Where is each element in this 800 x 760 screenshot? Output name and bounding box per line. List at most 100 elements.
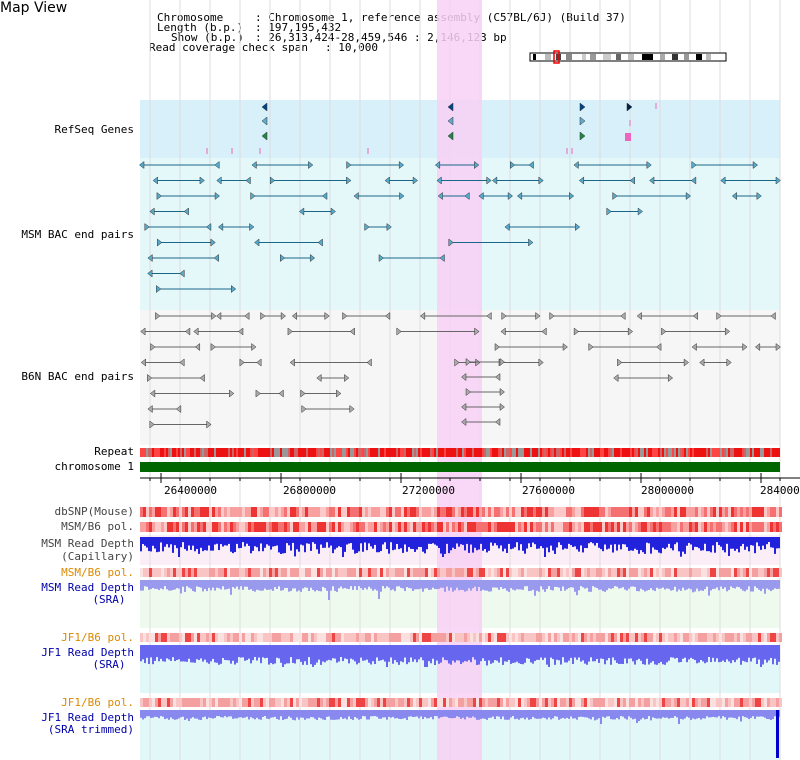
depth-bar [172,580,174,590]
ideogram-band [684,54,689,60]
heat-cell [170,698,173,707]
repeat-block [396,448,398,457]
depth-bar [188,645,190,659]
depth-bar [470,537,472,545]
heat-cell [359,698,362,707]
feature-arrow [229,389,235,398]
heat-cell [155,568,158,577]
depth-bar [356,580,358,591]
repeat-block [496,448,498,457]
depth-bar [426,645,428,667]
depth-bar [240,537,242,548]
depth-bar [494,710,496,720]
feature-arrow [691,342,697,352]
heat-cell [425,698,428,707]
depth-bar [732,580,734,588]
repeat-block [656,448,658,457]
heat-cell [779,698,782,707]
heat-cell [314,522,317,532]
heat-cell [185,507,188,517]
heat-cell [632,522,635,532]
depth-bar [552,537,554,551]
heat-cell [557,507,560,517]
feature-arrow [448,238,454,247]
heat-cell [626,698,629,707]
depth-bar [342,537,344,557]
depth-bar [388,537,390,554]
heat-cell [620,633,623,642]
heat-cell [620,568,623,577]
depth-bar [706,710,708,717]
depth-bar [226,537,228,546]
feature-arrow [261,116,268,126]
heat-cell [413,698,416,707]
repeat-block [338,448,340,457]
depth-bar [300,537,302,545]
heat-cell [527,633,530,642]
heat-cell [545,633,548,642]
heat-cell [731,522,734,532]
heat-cell [440,633,443,642]
depth-bar [464,645,466,662]
depth-bar [370,645,372,665]
heat-cell [461,507,464,517]
depth-bar [622,580,624,588]
heat-cell [260,507,263,517]
heat-cell [500,568,503,577]
msm-bac-label: MSM BAC end pairs [21,228,134,241]
heat-cell [215,633,218,642]
repeat-block [254,448,256,457]
depth-bar [740,537,742,547]
depth-bar [556,710,558,717]
heat-cell [533,522,536,532]
depth-bar [520,710,522,719]
depth-bar [638,580,640,592]
depth-bar [542,580,544,590]
depth-bar [244,710,246,718]
depth-bar [212,710,214,719]
heat-cell [689,698,692,707]
depth-bar [696,537,698,548]
depth-bar [474,645,476,660]
repeat-block [432,448,434,457]
depth-bar [206,645,208,663]
heat-cell [674,698,677,707]
heat-cell [344,568,347,577]
depth-bar [606,580,608,591]
depth-bar [716,645,718,659]
depth-bar [686,580,688,590]
depth-bar [374,645,376,664]
repeat-block [438,448,440,457]
heat-cell [248,633,251,642]
depth-bar [442,710,444,717]
heat-cell [371,633,374,642]
heat-cell [770,507,773,517]
depth-bar [516,645,518,662]
depth-bar [232,710,234,719]
length-info-label: Length (b.p.) [157,21,244,34]
depth-bar [404,710,406,719]
depth-bar [268,710,270,720]
heat-cell [608,507,611,517]
depth-bar [634,645,636,665]
depth-bar [526,710,528,718]
feature-arrow [474,160,480,170]
heat-cell [485,507,488,517]
heat-cell [686,568,689,577]
heat-cell [419,522,422,532]
repeat-block [232,448,234,457]
heat-cell [320,568,323,577]
heat-cell [641,633,644,642]
depth-bar [506,537,508,553]
depth-bar [338,710,340,720]
heat-cell [482,568,485,577]
refseq-genes-label: RefSeq Genes [54,123,134,136]
heat-cell [713,522,716,532]
depth-bar [292,710,294,720]
heat-cell [302,698,305,707]
heat-cell [401,507,404,517]
heat-cell [263,507,266,517]
depth-bar [592,537,594,544]
depth-bar [668,710,670,719]
